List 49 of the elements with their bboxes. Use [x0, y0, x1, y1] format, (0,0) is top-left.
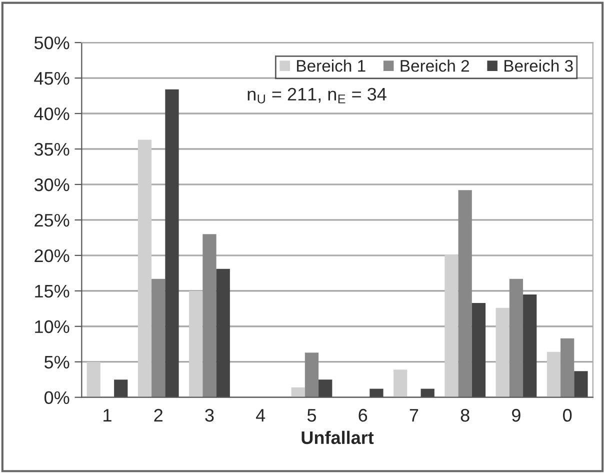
- x-tick-label: 7: [410, 409, 418, 422]
- x-tick-label: 5: [307, 409, 316, 422]
- bar: [114, 380, 128, 398]
- bar: [574, 371, 588, 398]
- x-tick-label: 8: [460, 408, 470, 422]
- legend-label: Bereich 3: [504, 60, 573, 72]
- y-tick-label: 25%: [34, 214, 70, 227]
- y-tick-label: 20%: [34, 249, 70, 262]
- bar: [496, 308, 510, 398]
- bar: [138, 140, 152, 398]
- bar: [458, 190, 472, 398]
- legend-label: Bereich 2: [400, 60, 469, 72]
- y-tick-label: 0%: [44, 391, 70, 404]
- y-tick-label: 35%: [34, 142, 70, 156]
- bar: [509, 278, 524, 398]
- y-tick-label: 50%: [34, 36, 70, 50]
- bar: [304, 352, 319, 398]
- bar: [86, 362, 100, 398]
- bar: [546, 352, 561, 398]
- x-tick-label: 0: [563, 408, 572, 422]
- y-tick-label: 40%: [34, 107, 70, 120]
- x-axis-title: Unfallart: [302, 430, 374, 444]
- bar: [216, 268, 230, 398]
- y-tick-label: 30%: [34, 178, 70, 192]
- bar: [472, 302, 486, 398]
- x-tick-label: 9: [512, 408, 520, 422]
- bar: [560, 338, 574, 398]
- bar: [189, 290, 203, 398]
- x-tick-label: 4: [256, 409, 266, 422]
- bar: [394, 370, 408, 398]
- x-tick-label: 3: [205, 408, 214, 422]
- bar: [444, 254, 458, 398]
- y-tick-label: 5%: [44, 356, 70, 369]
- y-tick-label: 15%: [35, 284, 70, 298]
- bar: [420, 388, 434, 398]
- bar: [370, 388, 384, 398]
- annotation: n$_{U}$ = 211, n$_{E}$ = 34: [248, 88, 386, 104]
- bar: [523, 294, 537, 398]
- x-tick-label: 2: [154, 408, 162, 422]
- x-tick-label: 6: [358, 408, 368, 422]
- bar: [165, 89, 179, 398]
- y-tick-label: 45%: [34, 72, 70, 85]
- bar: [291, 387, 305, 398]
- legend-label: Bereich 1: [297, 60, 366, 72]
- bar: [152, 278, 166, 398]
- y-tick-label: 10%: [35, 320, 70, 334]
- bar: [202, 234, 216, 398]
- bar: [318, 380, 332, 398]
- x-tick-label: 1: [104, 409, 112, 422]
